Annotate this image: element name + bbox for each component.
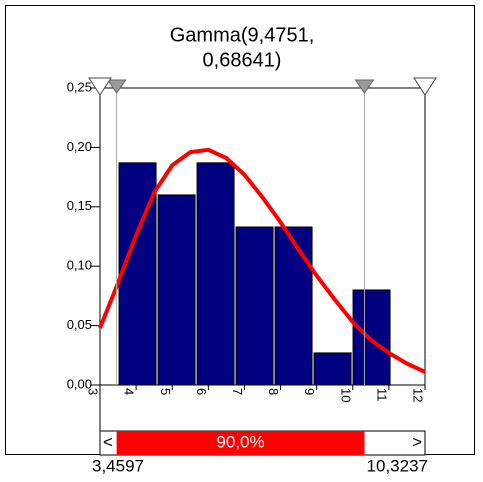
x-tick-label: 9 [302, 388, 317, 395]
x-tick-label: 10 [338, 388, 353, 402]
bar [157, 194, 196, 386]
y-tick-label: 0,15 [67, 198, 92, 213]
x-tick-label: 7 [230, 388, 245, 395]
nav-left: < [103, 432, 113, 451]
axis-handle [88, 77, 112, 96]
delimiter-label: 10,3237 [367, 456, 428, 475]
bar [274, 226, 313, 386]
bar [196, 162, 235, 386]
delimiter-label: 3,4597 [92, 456, 144, 475]
x-tick-label: 3 [86, 388, 101, 395]
delimiter-handle [106, 79, 127, 94]
chart-title: 0,68641) [203, 49, 282, 71]
y-tick-label: 0,10 [67, 258, 92, 273]
axis-handle [413, 77, 437, 96]
x-tick-label: 8 [266, 388, 281, 395]
nav-right: > [412, 432, 422, 451]
x-tick-label: 6 [194, 388, 209, 395]
bar [235, 226, 274, 386]
chart-title: Gamma(9,4751, [170, 24, 315, 46]
prob-label: 90,0% [216, 432, 264, 451]
delimiter-handle [354, 79, 375, 94]
y-tick-label: 0,05 [67, 317, 92, 332]
x-tick-label: 12 [411, 388, 426, 402]
bar [352, 289, 391, 386]
y-tick-label: 0,25 [67, 79, 92, 94]
x-tick-label: 4 [122, 388, 137, 395]
density-curve [98, 147, 426, 374]
y-tick-label: 0,00 [67, 376, 92, 391]
x-tick-label: 11 [374, 388, 389, 402]
y-tick-label: 0,20 [67, 139, 92, 154]
bar [313, 352, 352, 386]
x-tick-label: 5 [158, 388, 173, 395]
prob-band [116, 431, 365, 455]
